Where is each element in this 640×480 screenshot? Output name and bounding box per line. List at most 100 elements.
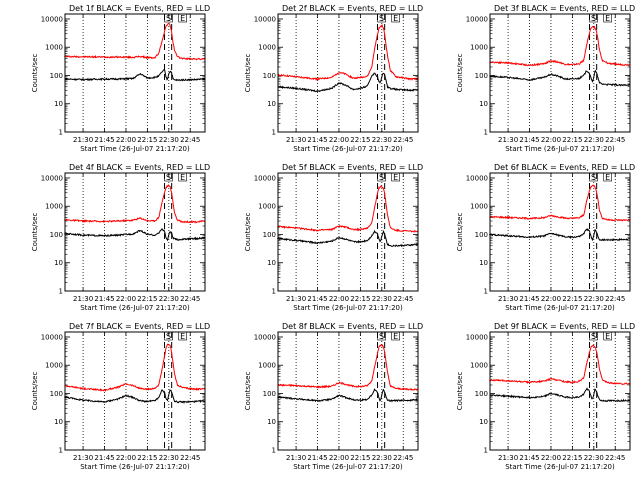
x-tick-label: 22:30 [372,454,392,462]
x-tick-label: 22:30 [584,295,604,303]
plot-frame [64,172,206,292]
y-tick-label: 100 [475,390,488,398]
y-tick-label: 1 [272,447,276,455]
events-series-line [277,229,418,248]
y-tick-label: 1000 [470,44,488,52]
flag-label: E [605,14,610,23]
panel-title: Det 5f BLACK = Events, RED = LLD [282,163,423,172]
y-tick-label: 100 [50,72,63,80]
y-tick-label: 10000 [41,333,63,341]
x-tick-label: 22:45 [605,136,625,144]
y-tick-label: 1000 [258,44,276,52]
y-axis-label: Counts/sec [31,372,39,411]
x-tick-label: 21:45 [519,295,539,303]
x-tick-label: 22:15 [137,136,157,144]
plot-frame [489,13,631,133]
y-tick-label: 10 [267,418,276,426]
x-tick-label: 22:30 [159,295,179,303]
x-tick-label: 21:45 [94,295,114,303]
x-tick-label: 21:45 [307,454,327,462]
x-tick-label: 22:15 [562,454,582,462]
x-tick-label: 21:30 [286,454,306,462]
x-tick-label: 21:30 [498,295,518,303]
x-tick-label: 22:15 [562,295,582,303]
x-tick-label: 22:45 [180,454,200,462]
x-tick-label: 21:45 [94,136,114,144]
x-axis-label: Start Time (26-Jul-07 21:17:20) [293,304,403,312]
x-axis-label: Start Time (26-Jul-07 21:17:20) [505,304,615,312]
flag-label: S [379,173,384,182]
panel-det-8: Det 8f BLACK = Events, RED = LLD 21:30 21:… [244,322,423,471]
x-tick-label: 22:45 [605,295,625,303]
panel-title: Det 1f BLACK = Events, RED = LLD [69,4,210,13]
y-tick-label: 1 [272,288,276,296]
x-tick-label: 22:30 [159,454,179,462]
x-tick-label: 21:45 [94,454,114,462]
y-tick-label: 10000 [466,333,488,341]
x-tick-label: 22:00 [116,295,136,303]
y-tick-label: 100 [475,231,488,239]
y-tick-label: 10 [479,418,488,426]
panel-title: Det 2f BLACK = Events, RED = LLD [282,4,423,13]
y-axis-label: Counts/sec [31,213,39,252]
x-tick-label: 21:30 [73,295,93,303]
y-axis-label: Counts/sec [456,372,464,411]
x-tick-label: 22:00 [329,295,349,303]
lld-series-line [64,343,205,392]
x-axis-label: Start Time (26-Jul-07 21:17:20) [80,145,190,153]
x-tick-label: 21:30 [73,136,93,144]
y-axis-label: Counts/sec [244,213,252,252]
y-tick-label: 10 [479,259,488,267]
panel-title: Det 3f BLACK = Events, RED = LLD [494,4,635,13]
x-tick-label: 22:00 [116,136,136,144]
flag-label: S [591,173,596,182]
y-tick-label: 1 [272,129,276,137]
y-tick-label: 10 [54,100,63,108]
x-axis-label: Start Time (26-Jul-07 21:17:20) [293,463,403,471]
x-tick-label: 22:15 [137,454,157,462]
x-tick-label: 22:15 [350,454,370,462]
y-tick-label: 100 [475,72,488,80]
y-tick-label: 1 [59,288,63,296]
y-tick-label: 100 [263,231,276,239]
y-tick-label: 10 [267,100,276,108]
plot-frame [64,331,206,451]
plot-frame [277,331,419,451]
lld-series-line [64,22,205,61]
x-tick-label: 21:30 [286,136,306,144]
x-tick-label: 22:00 [541,454,561,462]
events-series-line [489,228,630,242]
y-tick-label: 10 [267,259,276,267]
flag-label: E [180,332,185,341]
x-tick-label: 21:30 [498,454,518,462]
x-tick-label: 22:30 [584,136,604,144]
x-tick-label: 22:00 [541,136,561,144]
y-tick-label: 10 [54,418,63,426]
x-tick-label: 21:45 [307,295,327,303]
panel-title: Det 6f BLACK = Events, RED = LLD [494,163,635,172]
panel-det-4: Det 4f BLACK = Events, RED = LLD 21:30 21:… [31,163,210,312]
x-tick-label: 22:00 [329,454,349,462]
x-tick-label: 22:45 [180,295,200,303]
y-tick-label: 1000 [45,362,63,370]
flag-label: S [591,14,596,23]
x-tick-label: 22:30 [584,454,604,462]
y-axis-label: Counts/sec [244,372,252,411]
plot-frame [277,13,419,133]
flag-label: E [180,173,185,182]
x-tick-label: 22:30 [372,136,392,144]
x-tick-label: 21:30 [286,295,306,303]
y-axis-label: Counts/sec [31,54,39,93]
y-tick-label: 10000 [254,333,276,341]
panel-det-9: Det 9f BLACK = Events, RED = LLD 21:30 21:… [456,322,635,471]
y-tick-label: 100 [263,390,276,398]
y-tick-label: 10000 [254,15,276,23]
y-tick-label: 1 [484,447,488,455]
events-series-line [489,69,630,87]
y-tick-label: 100 [263,72,276,80]
y-tick-label: 1 [59,129,63,137]
x-axis-label: Start Time (26-Jul-07 21:17:20) [293,145,403,153]
y-tick-label: 10000 [41,174,63,182]
x-tick-label: 22:45 [393,136,413,144]
